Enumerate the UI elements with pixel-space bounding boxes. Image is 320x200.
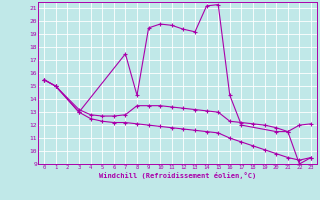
X-axis label: Windchill (Refroidissement éolien,°C): Windchill (Refroidissement éolien,°C) — [99, 172, 256, 179]
